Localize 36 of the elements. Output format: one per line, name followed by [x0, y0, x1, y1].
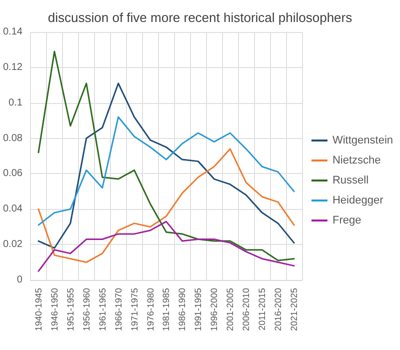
x-tick-label: 1996-2000 — [209, 288, 220, 332]
line-series — [38, 116, 295, 226]
x-tick-label: 1966-1970 — [113, 288, 124, 332]
line-series — [38, 148, 295, 264]
y-tick-label: 0 — [16, 274, 23, 286]
y-tick-label: 0.1 — [8, 97, 23, 108]
legend-label: Heidegger — [332, 194, 384, 206]
x-tick-label: 1940-1945 — [33, 288, 44, 332]
x-tick-label: 2006-2010 — [241, 288, 252, 332]
y-tick-label: 0.14 — [2, 26, 23, 38]
x-tick-label: 2016-2020 — [273, 288, 284, 332]
x-tick-label: 2021-2025 — [289, 288, 300, 332]
x-tick-label: 1956-1960 — [81, 288, 92, 332]
line-series — [38, 220, 295, 272]
x-tick-label: 1981-1985 — [161, 288, 172, 332]
x-tick-label: 1976-1980 — [145, 288, 156, 332]
y-tick-label: 0.06 — [2, 168, 23, 180]
y-tick-label: 0.12 — [2, 62, 23, 73]
legend-label: Russell — [332, 174, 369, 186]
y-tick-label: 0.02 — [2, 239, 23, 250]
line-series — [38, 50, 295, 262]
y-tick-label: 0.04 — [2, 204, 23, 215]
legend-label: Wittgenstein — [332, 134, 394, 146]
x-tick-label: 1961-1965 — [97, 288, 108, 332]
legend-label: Nietzsche — [332, 154, 381, 166]
y-tick-label: 0.08 — [2, 132, 23, 144]
x-tick-label: 2001-2005 — [225, 288, 236, 332]
legend-label: Frege — [332, 214, 362, 226]
x-tick-label: 2011-2015 — [257, 288, 268, 330]
x-tick-label: 1986-1990 — [177, 288, 188, 332]
chart-title: discussion of five more recent historical philosophers — [48, 10, 353, 25]
x-tick-label: 1951-1955 — [65, 288, 76, 332]
x-tick-label: 1991-1995 — [193, 288, 204, 332]
line-series — [38, 82, 295, 249]
x-tick-label: 1971-1975 — [129, 288, 140, 332]
x-tick-label: 1946-1950 — [49, 288, 60, 332]
